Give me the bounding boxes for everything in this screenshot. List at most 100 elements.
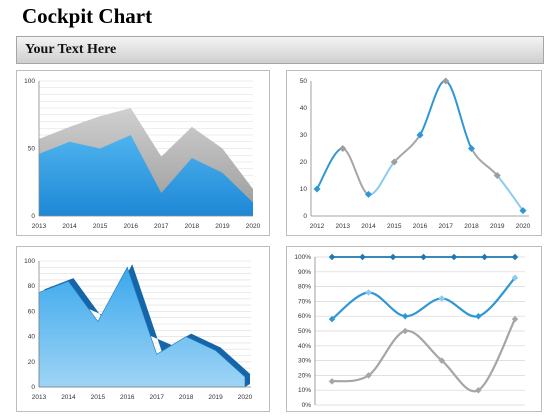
area-chart-bottom-left-svg: 0 20 40 60 80 100 2013 2014 2015 2016 2017 2018 2019… <box>24 258 253 401</box>
x-tick-label: 2014 <box>61 394 76 401</box>
data-point <box>475 386 482 394</box>
x-tick-label: 2017 <box>439 223 454 230</box>
data-point <box>519 207 527 215</box>
line-series-2 <box>331 276 516 321</box>
y-tick-label: 20 <box>300 159 308 166</box>
y-tick-label: 100% <box>294 254 311 261</box>
y-tick-label: 100 <box>24 78 35 85</box>
y-tick-label: 70% <box>298 298 311 305</box>
x-tick-label: 2016 <box>120 394 135 401</box>
y-tick-label: 90% <box>298 269 311 276</box>
data-point <box>442 77 450 85</box>
x-tick-label: 2020 <box>238 394 253 401</box>
y-tick-label: 30% <box>298 358 311 365</box>
y-tick-label: 50 <box>28 146 36 153</box>
y-tick-label: 100 <box>24 258 35 265</box>
y-tick-label: 20% <box>298 372 311 379</box>
line-segment <box>393 134 421 163</box>
subtitle-text: Your Text Here <box>25 42 117 57</box>
x-tick-label: 2019 <box>490 223 505 230</box>
y-tick-label: 50 <box>300 78 308 85</box>
line-chart-top-right: 0 10 20 30 40 50 2012 2013 2014 2015 2016 2017 2018 2… <box>286 70 542 236</box>
line-chart-bottom-right: 0% 10% 20% 30% 40% 50% 60% 70% 80% 90% 100% <box>286 246 542 412</box>
data-point <box>416 131 424 139</box>
x-tick-label: 2014 <box>62 223 77 230</box>
line-segment <box>342 147 370 196</box>
y-tick-label: 60% <box>298 313 311 320</box>
data-point <box>481 253 488 261</box>
x-tick-label: 2013 <box>336 223 351 230</box>
y-tick-label: 60 <box>28 308 36 315</box>
data-point <box>389 253 397 261</box>
line-chart-top-right-svg: 0 10 20 30 40 50 2012 2013 2014 2015 2016 2017 2018 2… <box>300 77 531 230</box>
line-chart-bottom-right-svg: 0% 10% 20% 30% 40% 50% 60% 70% 80% 90% 100% <box>294 253 525 409</box>
x-tick-label: 2013 <box>32 394 47 401</box>
x-tick-label: 2020 <box>516 223 531 230</box>
line-segment <box>496 174 524 212</box>
x-tick-label: 2018 <box>185 223 200 230</box>
data-point <box>511 315 519 323</box>
page-title: Cockpit Chart <box>22 4 153 28</box>
y-tick-label: 40 <box>300 105 308 112</box>
data-point <box>420 253 427 261</box>
y-tick-label: 50% <box>298 328 311 335</box>
line-segment <box>316 147 344 190</box>
y-tick-label: 10% <box>298 387 311 394</box>
y-tick-label: 30 <box>300 132 308 139</box>
data-point <box>467 144 476 153</box>
x-tick-label: 2015 <box>387 223 402 230</box>
data-point <box>365 289 372 296</box>
data-point <box>511 253 519 261</box>
line-segment <box>419 80 447 136</box>
data-point <box>313 185 321 193</box>
x-tick-label: 2013 <box>32 223 47 230</box>
y-tick-label: 0 <box>303 213 307 220</box>
area-series-2 <box>39 135 253 216</box>
x-tick-label: 2012 <box>310 223 325 230</box>
x-tick-label: 2015 <box>93 223 108 230</box>
y-tick-label: 40 <box>28 334 36 341</box>
x-tick-label: 2014 <box>361 223 376 230</box>
data-point <box>364 190 373 198</box>
y-tick-label: 10 <box>300 186 308 193</box>
x-tick-label: 2018 <box>464 223 479 230</box>
x-tick-label: 2019 <box>208 394 223 401</box>
data-point <box>339 144 347 153</box>
y-tick-label: 20 <box>28 359 36 366</box>
x-tick-label: 2019 <box>215 223 230 230</box>
data-point <box>450 253 458 261</box>
data-point <box>401 312 409 320</box>
data-point <box>493 171 501 180</box>
data-point <box>438 295 446 302</box>
y-tick-label: 80% <box>298 284 311 291</box>
area-series-1 <box>38 266 246 388</box>
y-tick-label: 0% <box>302 402 312 409</box>
data-point <box>328 378 336 385</box>
y-tick-label: 80 <box>28 283 36 290</box>
x-tick-label: 2016 <box>413 223 428 230</box>
line-segment <box>470 148 499 177</box>
x-tick-label: 2018 <box>179 394 194 401</box>
subtitle-banner: Your Text Here <box>16 36 544 64</box>
line-segment <box>445 80 473 149</box>
y-tick-label: 0 <box>31 384 35 391</box>
line-segment <box>368 161 396 196</box>
data-point <box>475 312 482 320</box>
data-point <box>359 253 366 261</box>
x-tick-label: 2015 <box>91 394 106 401</box>
data-point <box>328 253 336 261</box>
data-point <box>401 327 409 335</box>
y-tick-label: 0 <box>31 213 35 220</box>
data-point <box>328 315 336 323</box>
y-tick-label: 40% <box>298 343 311 350</box>
x-tick-label: 2016 <box>123 223 138 230</box>
data-point <box>390 158 398 166</box>
data-point <box>511 274 519 281</box>
line-series-3 <box>331 318 516 393</box>
x-tick-label: 2020 <box>246 223 261 230</box>
x-tick-label: 2017 <box>149 394 164 401</box>
area-chart-bottom-left: 0 20 40 60 80 100 2013 2014 2015 2016 2017 2018 2019… <box>16 246 270 412</box>
area-chart-top-left: 0 50 100 2013 2014 2015 2016 2017 2018 2019 2020 <box>16 70 270 236</box>
x-tick-label: 2017 <box>154 223 169 230</box>
area-chart-top-left-svg: 0 50 100 2013 2014 2015 2016 2017 2018 2019 2020 <box>24 78 261 230</box>
